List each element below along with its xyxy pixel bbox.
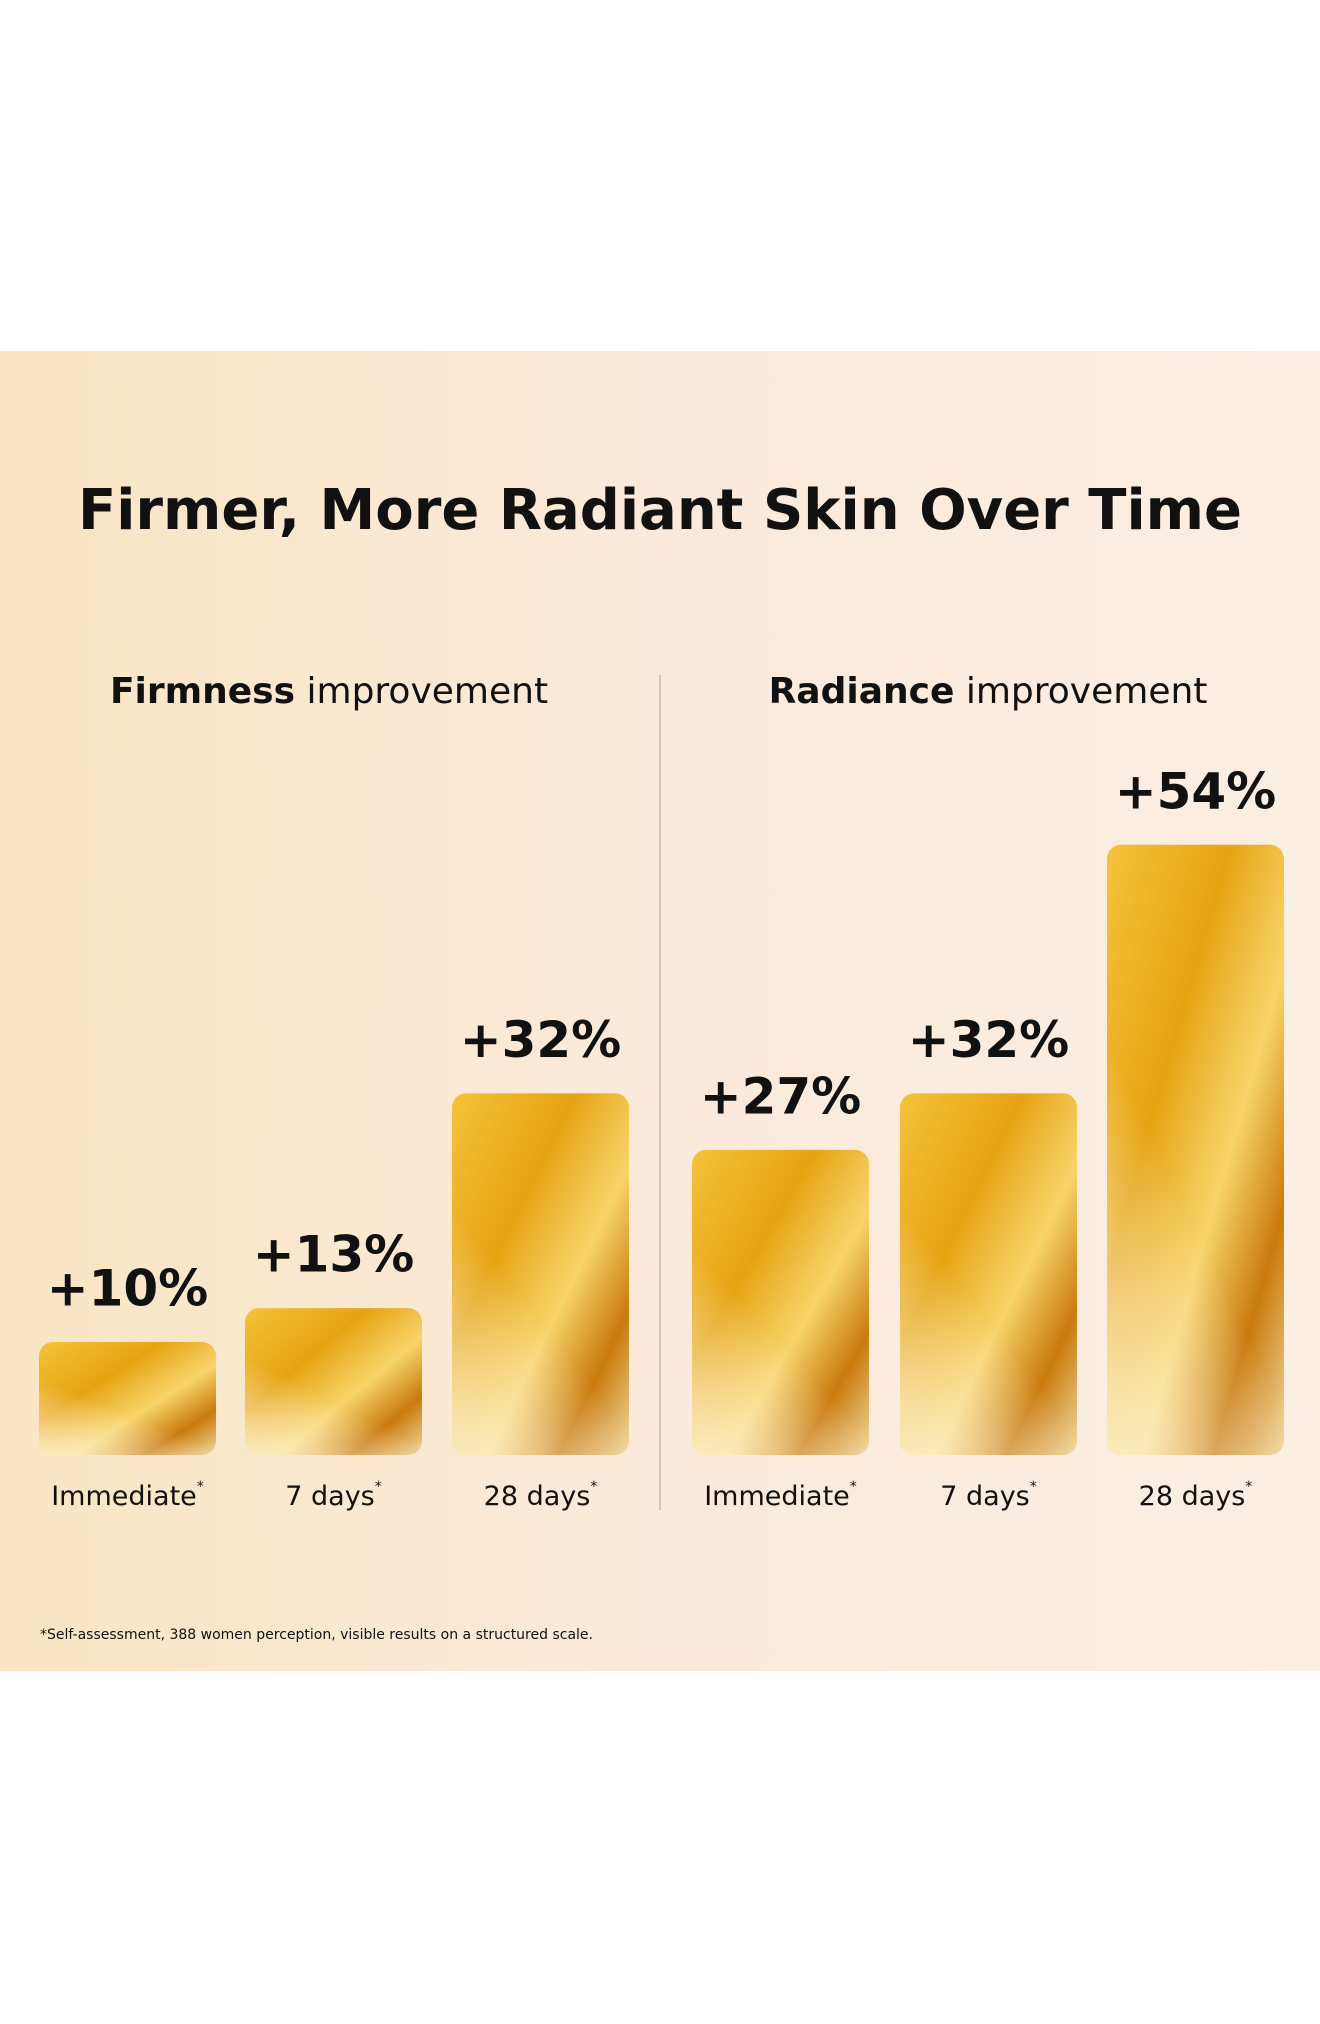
chart-subtitle: Radiance improvement	[769, 671, 1208, 712]
bar-shine	[1107, 844, 1284, 1455]
value-label: +13%	[253, 1226, 415, 1284]
category-marker: *	[1245, 1479, 1252, 1495]
bar-shine	[245, 1308, 422, 1455]
category-label: Immediate*	[704, 1479, 857, 1512]
category-marker: *	[590, 1479, 597, 1495]
value-label: +27%	[700, 1067, 862, 1125]
category-name: Immediate	[704, 1481, 850, 1512]
category-marker: *	[1030, 1479, 1037, 1495]
bar-shine	[452, 1093, 629, 1455]
value-label: +32%	[908, 1011, 1070, 1069]
category-marker: *	[375, 1479, 382, 1495]
bar-shine	[39, 1342, 216, 1455]
title: Firmer, More Radiant Skin Over Time	[78, 478, 1242, 543]
category-label: 7 days*	[940, 1479, 1037, 1512]
value-label: +10%	[47, 1260, 209, 1318]
category-label: Immediate*	[51, 1479, 204, 1512]
category-name: 28 days	[1139, 1481, 1246, 1512]
value-label: +54%	[1115, 762, 1277, 820]
category-name: Immediate	[51, 1481, 197, 1512]
category-marker: *	[850, 1479, 857, 1495]
category-name: 7 days	[285, 1481, 375, 1512]
bar-shine	[692, 1149, 869, 1455]
footnote: *Self-assessment, 388 women perception, …	[40, 1627, 593, 1643]
category-label: 28 days*	[1139, 1479, 1253, 1512]
category-name: 7 days	[940, 1481, 1030, 1512]
subtitle-emphasis: Radiance	[769, 671, 955, 712]
subtitle-rest: improvement	[966, 671, 1208, 712]
chart-subtitle: Firmness improvement	[110, 671, 548, 712]
value-label: +32%	[460, 1011, 622, 1069]
subtitle-emphasis: Firmness	[110, 671, 295, 712]
bar-shine	[900, 1093, 1077, 1455]
subtitle-rest: improvement	[307, 671, 549, 712]
category-marker: *	[197, 1479, 204, 1495]
category-label: 7 days*	[285, 1479, 382, 1512]
category-name: 28 days	[484, 1481, 591, 1512]
category-label: 28 days*	[484, 1479, 598, 1512]
